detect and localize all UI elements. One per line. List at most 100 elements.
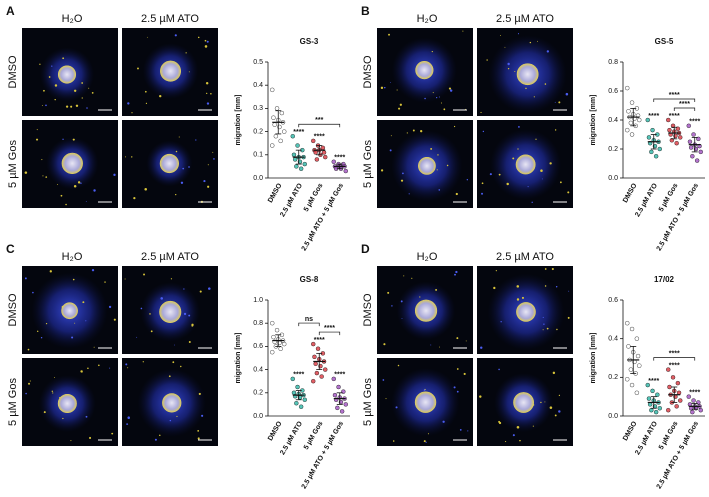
data-point [282, 129, 287, 134]
y-tick-label: 0.2 [253, 390, 263, 397]
comparison-bracket [298, 123, 341, 128]
column-label: 2.5 µM ATO [496, 13, 554, 25]
speckle [521, 296, 525, 299]
speckle [183, 288, 185, 290]
y-tick-label: 0.2 [253, 128, 263, 135]
speckle [436, 97, 438, 99]
speckle [533, 96, 535, 98]
speckle [133, 196, 136, 200]
speckle [45, 104, 47, 107]
data-point [270, 349, 275, 355]
data-point [319, 374, 324, 379]
x-tick-label: DMSO [267, 182, 284, 204]
x-tick-label: DMSO [622, 420, 639, 442]
spheroid [162, 393, 182, 413]
data-point [282, 341, 287, 347]
speckle [556, 328, 558, 331]
data-point [294, 401, 299, 406]
speckle [57, 184, 59, 185]
row-label: DMSO [362, 55, 374, 88]
speckle [204, 45, 208, 48]
speckle [85, 320, 87, 322]
speckle [465, 340, 467, 342]
x-tick-label: 2.5 µM ATO [279, 182, 304, 218]
speckle [124, 278, 126, 280]
speckle [467, 430, 469, 432]
significance-star: **** [293, 129, 304, 136]
speckle [500, 321, 502, 323]
speckle [109, 367, 111, 369]
speckle [42, 175, 44, 177]
speckle [463, 372, 466, 376]
x-tick-label: 2.5 µM ATO [634, 420, 659, 456]
significance-star: **** [669, 362, 680, 369]
data-point [666, 367, 671, 372]
data-point [646, 135, 652, 140]
speckle [519, 439, 521, 442]
y-tick-label: 1.0 [253, 297, 263, 304]
speckle [388, 33, 390, 36]
speckle [32, 291, 34, 294]
speckle [568, 290, 570, 292]
speckle [512, 434, 515, 437]
speckle [91, 92, 94, 94]
chart-title: 17/02 [654, 275, 675, 284]
data-point [290, 376, 295, 382]
speckle [89, 436, 92, 439]
speckle [546, 327, 549, 330]
row-label: DMSO [7, 55, 19, 88]
significance-star: **** [669, 113, 680, 120]
speckle [127, 102, 130, 105]
data-point [690, 409, 695, 415]
data-point [274, 327, 280, 333]
speckle [443, 108, 446, 111]
speckle [197, 36, 200, 39]
micrograph [477, 120, 573, 208]
speckle [197, 429, 200, 432]
speckle [80, 370, 83, 373]
speckle [559, 181, 562, 184]
x-tick-label: 2.5 µM ATO + 5 µM Gos [656, 182, 700, 252]
column-label: 2.5 µM ATO [496, 251, 554, 263]
speckle [420, 130, 423, 133]
speckle [180, 181, 184, 184]
data-point [675, 380, 681, 386]
significance-star: **** [334, 155, 345, 162]
speckle [541, 178, 543, 180]
comparison-label: **** [669, 92, 680, 99]
data-point [667, 127, 672, 133]
speckle [201, 414, 204, 417]
column-label: H₂O [417, 13, 438, 25]
comparison-bracket [653, 357, 696, 361]
spheroid [160, 60, 182, 82]
data-point [332, 392, 338, 398]
speckle [514, 71, 516, 73]
speckle [544, 401, 546, 403]
speckle [150, 330, 153, 333]
data-point [675, 126, 681, 131]
micrograph [22, 28, 118, 116]
data-point [311, 378, 316, 384]
speckle [175, 193, 177, 196]
y-tick-label: 0.2 [608, 374, 618, 381]
speckle [188, 340, 191, 343]
speckle [493, 286, 496, 290]
speckle [380, 86, 384, 90]
speckle [104, 281, 106, 283]
micrograph [477, 28, 573, 116]
speckle [453, 386, 456, 389]
speckle [449, 89, 453, 92]
micrograph [22, 358, 118, 446]
speckle [41, 105, 43, 106]
speckle [27, 348, 30, 351]
speckle [172, 361, 175, 364]
data-point [629, 132, 635, 137]
data-point [646, 396, 652, 401]
data-point [295, 143, 300, 148]
data-point [295, 384, 300, 390]
speckle [195, 139, 197, 141]
speckle [546, 50, 550, 53]
data-point [688, 145, 694, 150]
speckle [440, 102, 442, 104]
speckle [512, 157, 515, 160]
